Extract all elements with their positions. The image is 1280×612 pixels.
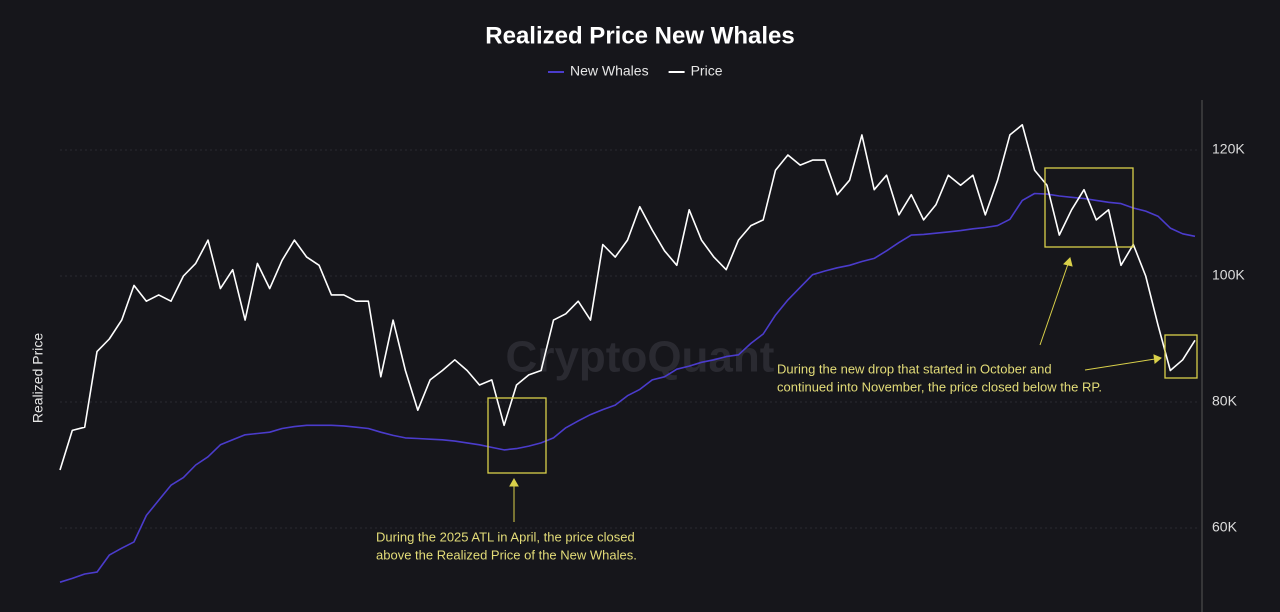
- y-tick-label: 100K: [1212, 267, 1245, 283]
- grid: 60K 80K 100K 120K: [60, 141, 1245, 535]
- annotation: above the Realized Price of the New Whal…: [376, 547, 637, 562]
- plot: [59, 124, 1196, 583]
- series-line: [59, 124, 1196, 471]
- chart-title: Realized Price New Whales: [485, 22, 794, 49]
- arrow-head: [1063, 257, 1073, 267]
- arrow-head: [1153, 354, 1162, 364]
- legend-label: Price: [691, 63, 723, 79]
- highlight-box: [487, 397, 547, 474]
- watermark: CryptoQuant: [506, 333, 775, 382]
- y-tick-label: 80K: [1212, 393, 1238, 409]
- legend-label: New Whales: [570, 63, 649, 79]
- y-tick-label: 60K: [1212, 519, 1238, 535]
- annotation: During the new drop that started in Octo…: [777, 361, 1052, 376]
- series-line: [59, 192, 1196, 583]
- annotation: During the 2025 ATL in April, the price …: [376, 529, 635, 544]
- highlight-box: [1044, 167, 1134, 248]
- annotation: continued into November, the price close…: [777, 379, 1102, 394]
- y-axis-label: Realized Price: [30, 333, 46, 423]
- arrow: [1039, 263, 1069, 346]
- arrow: [1084, 358, 1156, 371]
- highlight-boxes: [487, 167, 1198, 474]
- arrows: [509, 257, 1162, 522]
- legend: New Whales Price: [548, 63, 723, 79]
- highlight-box: [1164, 334, 1198, 379]
- y-tick-label: 120K: [1212, 141, 1245, 157]
- arrow-head: [509, 477, 519, 487]
